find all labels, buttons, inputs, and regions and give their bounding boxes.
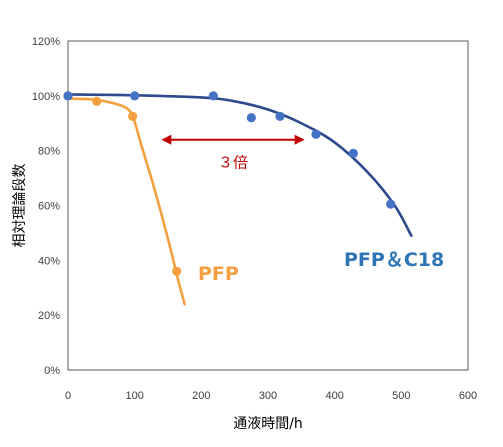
y-tick-label: 100% [32,91,60,103]
x-tick-label: 200 [192,390,210,402]
y-tick-label: 40% [38,255,60,267]
data-point-pfp [92,96,102,106]
data-point-pfp-c18 [63,91,73,101]
annotations: ３倍 [161,134,305,172]
x-axis-ticks: 0 100 200 300 400 500 600 [65,390,477,402]
plot-frame [67,40,469,371]
x-tick-label: 500 [392,390,410,402]
x-tick-label: 300 [259,390,277,402]
data-markers [63,91,396,276]
x-tick-label: 600 [459,390,477,402]
y-tick-label: 60% [38,201,60,213]
data-point-pfp-c18 [275,111,285,121]
data-point-pfp-c18 [130,91,140,101]
y-tick-label: 20% [38,310,60,322]
y-tick-label: 80% [38,146,60,158]
x-tick-label: 100 [125,390,143,402]
x-tick-label: 0 [65,390,71,402]
x-axis-title: 通液時間/h [233,416,303,432]
data-point-pfp-c18 [246,113,256,123]
data-point-pfp [172,266,182,276]
data-point-pfp-c18 [311,129,321,139]
trendline-pfp [66,97,186,306]
y-tick-label: 0% [44,365,60,377]
data-point-pfp-c18 [208,91,218,101]
data-point-pfp [128,111,138,121]
annotation-label: ３倍 [218,154,248,172]
y-axis-ticks: 0% 20% 40% 60% 80% 100% 120% [32,36,60,377]
data-point-pfp-c18 [386,199,396,209]
x-tick-label: 400 [325,390,343,402]
series-labels: PFP PFP＆C18 [198,249,444,285]
series-label-pfp-c18: PFP＆C18 [344,249,444,271]
y-tick-label: 120% [32,36,60,48]
data-point-pfp-c18 [348,148,358,159]
y-axis-title: 相対理論段数 [12,164,28,248]
series-label-pfp: PFP [198,263,239,285]
plot-area [67,40,469,371]
